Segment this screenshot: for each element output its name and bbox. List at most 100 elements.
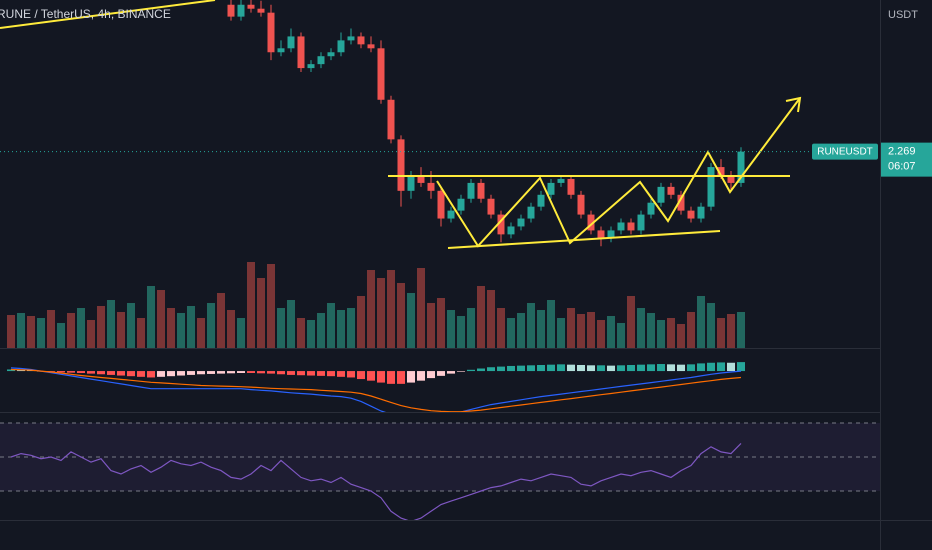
candle-body bbox=[507, 226, 515, 235]
volume-bar bbox=[557, 318, 565, 348]
macd-bar bbox=[447, 371, 455, 374]
macd-bar bbox=[347, 371, 355, 378]
price-pane bbox=[7, 0, 745, 348]
macd-bar bbox=[257, 371, 265, 374]
macd-bar bbox=[327, 371, 335, 377]
macd-bar bbox=[187, 371, 195, 375]
macd-bar bbox=[207, 371, 215, 374]
macd-bar bbox=[667, 364, 675, 372]
macd-bar bbox=[217, 371, 225, 374]
volume-bar bbox=[597, 320, 605, 348]
candle-body bbox=[357, 36, 365, 45]
candle-body bbox=[317, 56, 325, 65]
candle-body bbox=[627, 222, 635, 231]
volume-bar bbox=[267, 264, 275, 348]
macd-bar bbox=[67, 371, 75, 373]
macd-bar bbox=[237, 371, 245, 373]
volume-bar bbox=[397, 283, 405, 348]
macd-bar bbox=[47, 371, 55, 372]
macd-bar bbox=[27, 370, 35, 372]
candle-body bbox=[667, 186, 675, 195]
macd-bar bbox=[457, 371, 465, 372]
volume-bar bbox=[667, 318, 675, 348]
volume-bar bbox=[427, 303, 435, 348]
volume-bar bbox=[87, 320, 95, 348]
macd-bar bbox=[377, 371, 385, 383]
macd-bar bbox=[737, 362, 745, 372]
macd-bar bbox=[87, 371, 95, 374]
volume-bar bbox=[407, 293, 415, 348]
volume-bar bbox=[247, 262, 255, 348]
candle-body bbox=[237, 4, 245, 17]
macd-bar bbox=[497, 366, 505, 372]
volume-bar bbox=[217, 293, 225, 348]
volume-bar bbox=[277, 308, 285, 348]
candle-body bbox=[267, 12, 275, 53]
volume-bar bbox=[487, 290, 495, 348]
volume-bar bbox=[287, 300, 295, 348]
macd-bar bbox=[437, 371, 445, 376]
candle-body bbox=[447, 210, 455, 219]
macd-bar bbox=[317, 371, 325, 376]
volume-bar bbox=[107, 300, 115, 348]
volume-bar bbox=[317, 313, 325, 348]
volume-bar bbox=[167, 308, 175, 348]
macd-bar bbox=[117, 371, 125, 376]
macd-bar bbox=[267, 371, 275, 374]
candle-body bbox=[727, 174, 735, 183]
volume-bar bbox=[147, 286, 155, 348]
candle-body bbox=[577, 194, 585, 215]
macd-bar bbox=[407, 371, 415, 383]
candle-body bbox=[467, 182, 475, 199]
volume-bar bbox=[457, 316, 465, 348]
candle-body bbox=[657, 186, 665, 203]
volume-bar bbox=[387, 270, 395, 348]
volume-bar bbox=[437, 298, 445, 348]
zigzag bbox=[436, 97, 801, 248]
candle-body bbox=[717, 167, 725, 175]
candle-body bbox=[247, 4, 255, 9]
candle-body bbox=[737, 151, 745, 183]
symbol-tag-bg bbox=[812, 143, 878, 160]
macd-bar bbox=[557, 364, 565, 372]
symbol-tag: RUNEUSDT bbox=[817, 146, 873, 157]
macd-bar bbox=[657, 364, 665, 372]
macd-bar bbox=[517, 365, 525, 372]
volume-bar bbox=[187, 306, 195, 348]
candle-body bbox=[277, 48, 285, 53]
volume-bar bbox=[507, 318, 515, 348]
macd-bar bbox=[227, 371, 235, 374]
arrow-head bbox=[785, 96, 802, 113]
candle-body bbox=[497, 214, 505, 235]
currency-label: USDT bbox=[888, 9, 918, 21]
candle-body bbox=[307, 64, 315, 69]
macd-bar bbox=[587, 365, 595, 372]
macd-bar bbox=[337, 371, 345, 377]
macd-bar bbox=[357, 371, 365, 380]
volume-bar bbox=[327, 303, 335, 348]
volume-bar bbox=[137, 318, 145, 348]
candle-body bbox=[517, 218, 525, 227]
candle-body bbox=[477, 182, 485, 199]
macd-bar bbox=[707, 362, 715, 372]
macd-bar bbox=[147, 371, 155, 378]
macd-bar bbox=[387, 371, 395, 384]
volume-bar bbox=[517, 313, 525, 348]
macd-bar bbox=[367, 371, 375, 381]
macd-bar bbox=[17, 370, 25, 372]
volume-bar bbox=[7, 315, 15, 348]
candle-body bbox=[707, 167, 715, 207]
macd-bar bbox=[177, 371, 185, 376]
candle-body bbox=[597, 230, 605, 239]
macd-bar bbox=[247, 371, 255, 373]
candle-body bbox=[457, 198, 465, 211]
volume-bar bbox=[227, 310, 235, 348]
signal-line bbox=[10, 368, 742, 412]
macd-bar bbox=[687, 364, 695, 372]
macd-bar bbox=[167, 371, 175, 377]
candle-body bbox=[617, 222, 625, 231]
macd-bar bbox=[527, 365, 535, 372]
volume-bar bbox=[307, 320, 315, 348]
